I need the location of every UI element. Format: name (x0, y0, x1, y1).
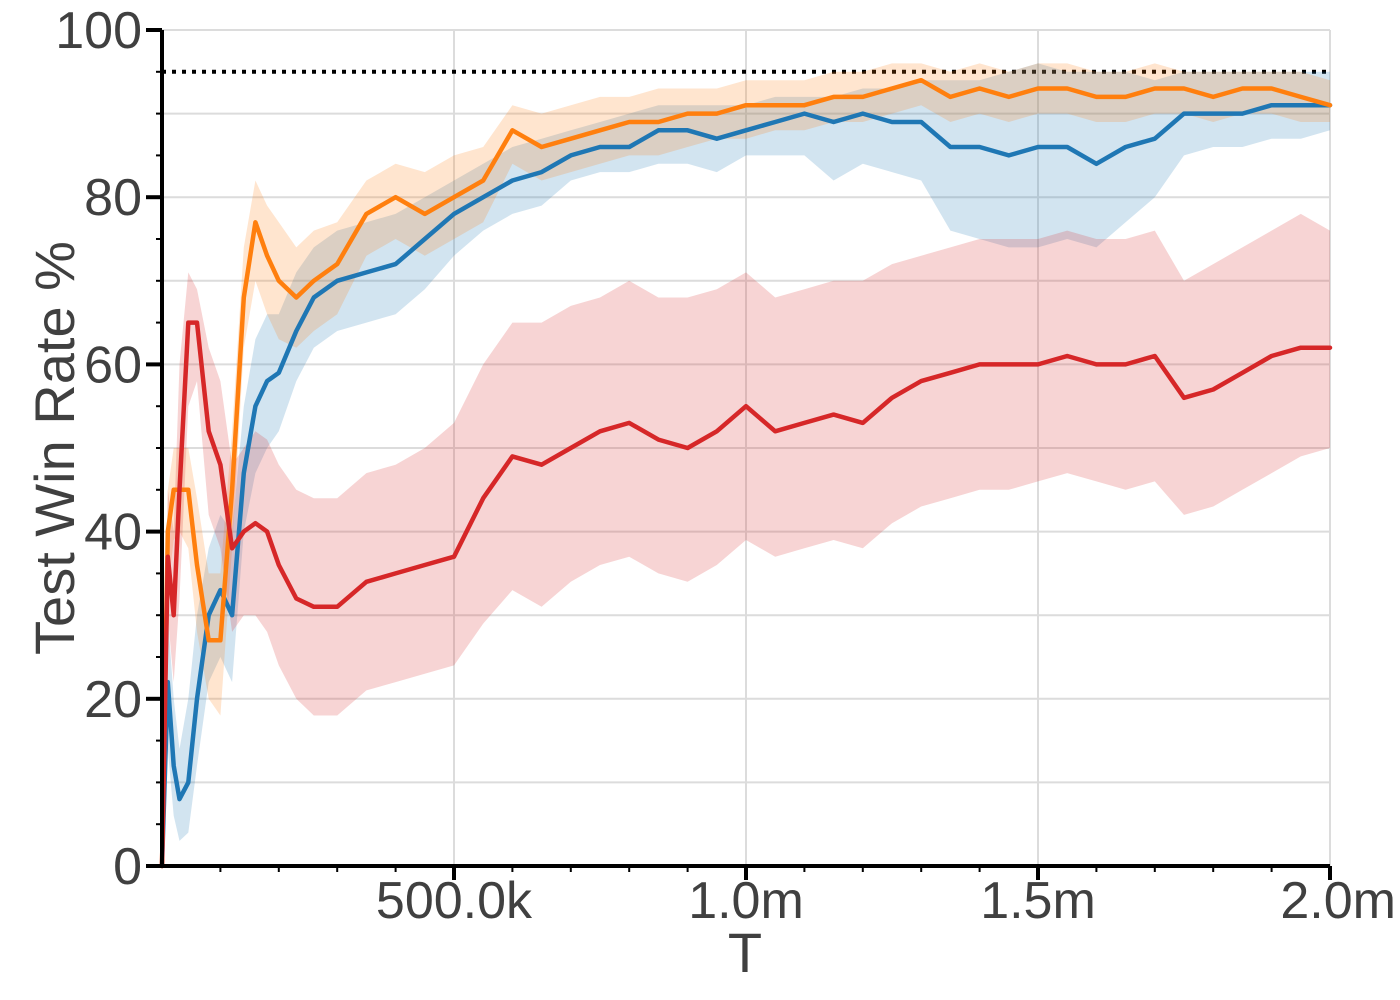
series-3-line (159, 320, 1333, 869)
grid-lines (162, 29, 1331, 866)
y-axis-title: Test Win Rate % (23, 241, 86, 655)
series-1-band (162, 63, 1330, 866)
series-2-line (159, 77, 1333, 869)
x-tick-label: 1.5m (980, 872, 1096, 930)
x-tick-label: 2.0m (1280, 872, 1396, 930)
x-tick-label: 1.0m (688, 872, 804, 930)
axes (146, 28, 1332, 880)
series-1-line (159, 102, 1333, 869)
y-tick-label: 100 (55, 2, 142, 60)
series-lines (159, 77, 1333, 869)
tick-labels: 0 20 40 60 80 100 500.0k 1.0m 1.5m 2.0m (55, 2, 1396, 930)
y-tick-label: 20 (84, 671, 142, 729)
x-tick-label: 500.0k (376, 872, 533, 930)
y-tick-label: 80 (84, 169, 142, 227)
confidence-bands (162, 63, 1330, 866)
y-tick-label: 0 (113, 838, 142, 896)
x-axis-title: T (728, 921, 762, 984)
series-3-band (162, 213, 1330, 866)
y-tick-label: 60 (84, 336, 142, 394)
y-tick-label: 40 (84, 504, 142, 562)
